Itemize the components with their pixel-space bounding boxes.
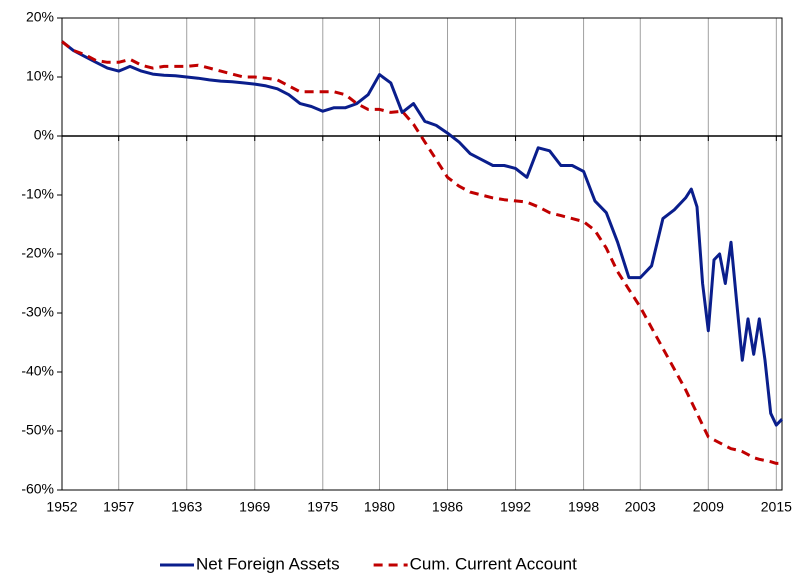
- series-line: [61, 40, 782, 465]
- x-tick-label: 1992: [500, 499, 531, 515]
- y-tick-label: 10%: [26, 68, 54, 84]
- x-tick-label: 1957: [103, 499, 134, 515]
- series-line: [61, 40, 784, 427]
- plot-frame: [61, 17, 783, 491]
- x-tick-label: 1963: [171, 499, 202, 515]
- legend-label: Net Foreign Assets: [196, 554, 340, 573]
- x-tick-label: 1986: [432, 499, 463, 515]
- x-tick-label: 1952: [46, 499, 77, 515]
- x-tick-label: 1980: [364, 499, 395, 515]
- y-tick-label: -60%: [21, 481, 54, 497]
- y-tick-label: -30%: [21, 304, 54, 320]
- legend-label: Cum. Current Account: [410, 554, 578, 573]
- y-tick-label: -40%: [21, 363, 54, 379]
- y-tick-label: 20%: [26, 9, 54, 25]
- x-tick-label: 1969: [239, 499, 270, 515]
- y-tick-label: 0%: [34, 127, 54, 143]
- x-tick-label: 2009: [693, 499, 724, 515]
- y-tick-label: -10%: [21, 186, 54, 202]
- y-tick-label: -50%: [21, 422, 54, 438]
- x-tick-label: 1975: [307, 499, 338, 515]
- x-tick-label: 2003: [625, 499, 656, 515]
- x-tick-label: 1998: [568, 499, 599, 515]
- y-tick-label: -20%: [21, 245, 54, 261]
- x-tick-label: 2015: [761, 499, 792, 515]
